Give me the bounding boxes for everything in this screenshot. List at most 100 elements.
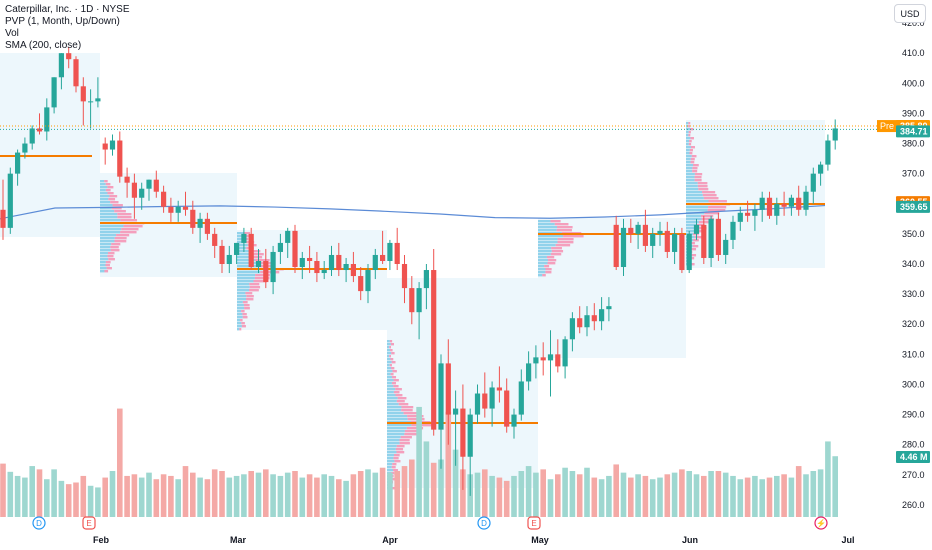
candle[interactable] xyxy=(540,342,546,376)
candle[interactable] xyxy=(365,264,371,304)
candle[interactable] xyxy=(44,98,50,141)
candle[interactable] xyxy=(474,384,481,424)
candle[interactable] xyxy=(380,230,386,264)
candle[interactable] xyxy=(292,224,298,274)
candle[interactable] xyxy=(212,227,218,258)
candle[interactable] xyxy=(372,248,378,280)
candle[interactable] xyxy=(679,227,685,274)
candle[interactable] xyxy=(0,179,6,240)
candle[interactable] xyxy=(504,378,510,433)
dividend-icon[interactable]: D xyxy=(32,516,46,530)
candle[interactable] xyxy=(453,390,459,466)
candle[interactable] xyxy=(518,369,524,421)
candle[interactable] xyxy=(708,215,714,268)
candle[interactable] xyxy=(299,251,305,280)
candle[interactable] xyxy=(672,227,678,264)
candle[interactable] xyxy=(642,209,648,252)
candle[interactable] xyxy=(7,167,13,234)
candle[interactable] xyxy=(620,218,627,277)
candle[interactable] xyxy=(569,312,575,352)
candle[interactable] xyxy=(650,227,656,258)
candle[interactable] xyxy=(496,366,502,403)
candle[interactable] xyxy=(197,212,203,243)
candle[interactable] xyxy=(58,53,64,90)
candle[interactable] xyxy=(416,282,422,340)
candle[interactable] xyxy=(73,56,79,93)
candle[interactable] xyxy=(394,227,400,271)
candle[interactable] xyxy=(146,179,152,201)
candle[interactable] xyxy=(350,251,356,283)
candle[interactable] xyxy=(204,212,210,240)
candle[interactable] xyxy=(577,306,583,334)
candle[interactable] xyxy=(803,185,809,216)
candle[interactable] xyxy=(818,161,824,186)
candle[interactable] xyxy=(336,242,342,277)
volume-indicator-label[interactable]: Vol xyxy=(5,28,19,39)
candle[interactable] xyxy=(796,185,802,216)
pvp-indicator-label[interactable]: PVP (1, Month, Up/Down) xyxy=(5,16,120,27)
candle[interactable] xyxy=(810,167,816,204)
candle[interactable] xyxy=(314,251,320,283)
candle[interactable] xyxy=(328,245,335,277)
candle[interactable] xyxy=(241,227,247,252)
candle[interactable] xyxy=(460,384,466,490)
candle[interactable] xyxy=(599,297,605,331)
candle[interactable] xyxy=(387,239,393,271)
currency-button[interactable]: USD xyxy=(894,4,926,23)
candle[interactable] xyxy=(657,221,663,246)
candle[interactable] xyxy=(80,77,86,126)
candle[interactable] xyxy=(102,137,108,165)
candle[interactable] xyxy=(591,303,597,331)
candle[interactable] xyxy=(759,191,765,222)
candle[interactable] xyxy=(263,248,269,289)
symbol-title[interactable]: Caterpillar, Inc. · 1D · NYSE xyxy=(5,4,130,15)
candle[interactable] xyxy=(686,230,692,274)
candle[interactable] xyxy=(270,245,276,295)
candle[interactable] xyxy=(153,170,159,198)
candle[interactable] xyxy=(255,248,262,274)
candle[interactable] xyxy=(745,200,751,222)
candle[interactable] xyxy=(277,233,283,264)
candle[interactable] xyxy=(401,254,408,304)
candle[interactable] xyxy=(730,215,736,249)
candle[interactable] xyxy=(248,227,254,271)
candle[interactable] xyxy=(825,134,831,171)
candle[interactable] xyxy=(168,197,174,222)
candle[interactable] xyxy=(409,276,415,325)
candle[interactable] xyxy=(445,339,451,445)
candle[interactable] xyxy=(358,267,364,301)
candle[interactable] xyxy=(774,197,780,225)
candle[interactable] xyxy=(832,119,838,150)
candle[interactable] xyxy=(693,218,700,240)
candle[interactable] xyxy=(234,242,240,264)
candle[interactable] xyxy=(307,245,313,274)
candle[interactable] xyxy=(182,191,189,216)
candle[interactable] xyxy=(175,200,181,222)
candle[interactable] xyxy=(737,206,743,231)
candle[interactable] xyxy=(131,173,137,219)
candle[interactable] xyxy=(117,131,123,183)
candle[interactable] xyxy=(190,200,196,234)
candle[interactable] xyxy=(752,203,758,231)
candle[interactable] xyxy=(36,113,43,135)
candle[interactable] xyxy=(66,47,72,69)
candle[interactable] xyxy=(511,408,517,439)
candle[interactable] xyxy=(547,330,554,397)
candle[interactable] xyxy=(321,260,327,280)
sma-indicator-label[interactable]: SMA (200, close) xyxy=(5,40,82,51)
earnings-icon[interactable]: E xyxy=(527,516,541,530)
candle[interactable] xyxy=(788,194,794,216)
split-icon[interactable]: ⚡ xyxy=(814,516,828,530)
candle[interactable] xyxy=(701,215,707,264)
candle[interactable] xyxy=(584,306,590,337)
candle[interactable] xyxy=(766,191,773,219)
candle[interactable] xyxy=(431,248,437,436)
candle[interactable] xyxy=(635,221,641,249)
candle[interactable] xyxy=(628,218,634,243)
candle[interactable] xyxy=(226,245,232,274)
candle[interactable] xyxy=(285,227,291,258)
candle[interactable] xyxy=(562,336,568,379)
candle[interactable] xyxy=(533,345,539,379)
candle[interactable] xyxy=(139,182,145,210)
